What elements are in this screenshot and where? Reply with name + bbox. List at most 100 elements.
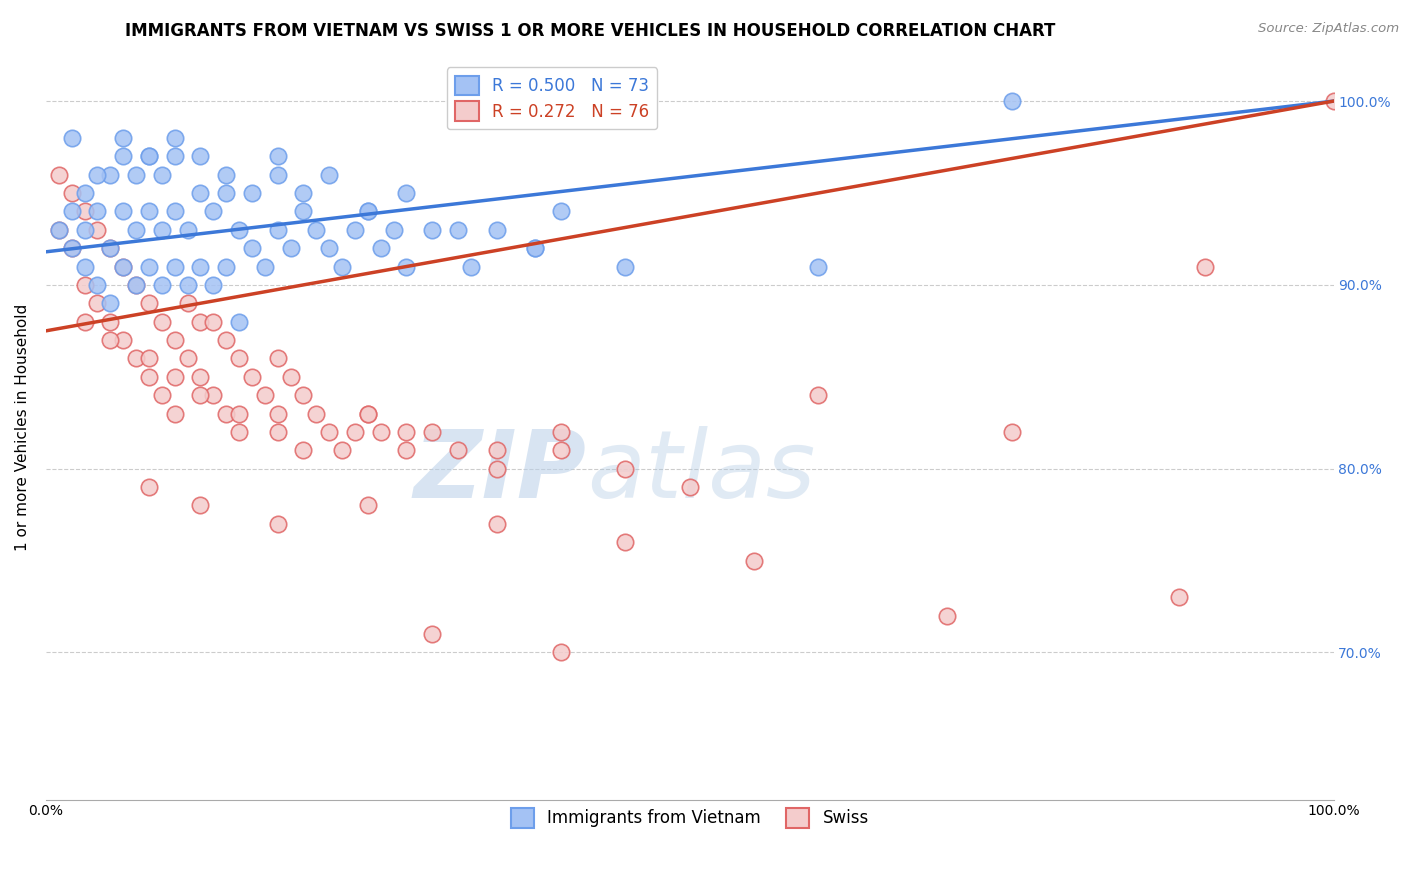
Point bbox=[176, 223, 198, 237]
Point bbox=[112, 260, 135, 274]
Point bbox=[73, 315, 96, 329]
Point bbox=[138, 149, 160, 163]
Point bbox=[267, 407, 290, 421]
Point bbox=[228, 315, 250, 329]
Point bbox=[215, 168, 238, 182]
Point bbox=[73, 223, 96, 237]
Point bbox=[267, 351, 290, 366]
Point bbox=[202, 388, 225, 402]
Y-axis label: 1 or more Vehicles in Household: 1 or more Vehicles in Household bbox=[15, 303, 30, 551]
Point bbox=[176, 351, 198, 366]
Point bbox=[190, 186, 212, 200]
Point bbox=[73, 204, 96, 219]
Point bbox=[253, 260, 276, 274]
Point bbox=[485, 223, 508, 237]
Point bbox=[112, 131, 135, 145]
Point bbox=[163, 407, 186, 421]
Point bbox=[240, 186, 263, 200]
Point bbox=[318, 241, 340, 255]
Point bbox=[305, 407, 328, 421]
Point bbox=[550, 443, 572, 458]
Point bbox=[86, 277, 108, 292]
Text: atlas: atlas bbox=[586, 426, 815, 517]
Point bbox=[215, 186, 238, 200]
Point bbox=[614, 535, 637, 549]
Point bbox=[1001, 425, 1024, 439]
Point bbox=[420, 627, 443, 641]
Point bbox=[485, 516, 508, 531]
Point bbox=[395, 443, 418, 458]
Point bbox=[150, 277, 173, 292]
Point bbox=[357, 204, 380, 219]
Point bbox=[240, 369, 263, 384]
Point bbox=[357, 499, 380, 513]
Point bbox=[253, 388, 276, 402]
Point bbox=[330, 260, 353, 274]
Point bbox=[98, 333, 121, 347]
Point bbox=[150, 315, 173, 329]
Point bbox=[228, 223, 250, 237]
Point bbox=[614, 260, 637, 274]
Point bbox=[280, 241, 302, 255]
Point bbox=[73, 186, 96, 200]
Point bbox=[98, 168, 121, 182]
Point bbox=[138, 480, 160, 494]
Point bbox=[370, 241, 392, 255]
Point bbox=[679, 480, 702, 494]
Point bbox=[395, 186, 418, 200]
Point bbox=[190, 388, 212, 402]
Point bbox=[202, 277, 225, 292]
Point bbox=[150, 388, 173, 402]
Point bbox=[98, 315, 121, 329]
Point bbox=[357, 407, 380, 421]
Point bbox=[125, 277, 148, 292]
Point bbox=[460, 260, 482, 274]
Point bbox=[267, 168, 290, 182]
Point bbox=[163, 131, 186, 145]
Point bbox=[112, 333, 135, 347]
Point bbox=[395, 260, 418, 274]
Point bbox=[807, 260, 830, 274]
Point bbox=[138, 149, 160, 163]
Point bbox=[125, 277, 148, 292]
Point bbox=[48, 168, 70, 182]
Point bbox=[228, 425, 250, 439]
Point bbox=[1168, 591, 1191, 605]
Point bbox=[163, 204, 186, 219]
Point bbox=[614, 461, 637, 475]
Point bbox=[163, 369, 186, 384]
Point bbox=[550, 645, 572, 659]
Point bbox=[280, 369, 302, 384]
Point bbox=[240, 241, 263, 255]
Point bbox=[48, 223, 70, 237]
Point bbox=[318, 168, 340, 182]
Point bbox=[1001, 94, 1024, 108]
Point bbox=[1194, 260, 1216, 274]
Point bbox=[98, 241, 121, 255]
Point bbox=[112, 260, 135, 274]
Point bbox=[138, 296, 160, 310]
Point bbox=[370, 425, 392, 439]
Point bbox=[86, 204, 108, 219]
Point bbox=[190, 149, 212, 163]
Point bbox=[267, 516, 290, 531]
Point bbox=[98, 241, 121, 255]
Point bbox=[447, 443, 470, 458]
Point bbox=[86, 296, 108, 310]
Point bbox=[305, 223, 328, 237]
Point bbox=[60, 204, 83, 219]
Point bbox=[936, 608, 959, 623]
Point bbox=[807, 388, 830, 402]
Point bbox=[292, 443, 315, 458]
Point bbox=[292, 204, 315, 219]
Point bbox=[86, 168, 108, 182]
Point bbox=[190, 369, 212, 384]
Point bbox=[292, 186, 315, 200]
Legend: Immigrants from Vietnam, Swiss: Immigrants from Vietnam, Swiss bbox=[502, 800, 877, 836]
Point bbox=[138, 369, 160, 384]
Point bbox=[343, 223, 366, 237]
Point bbox=[485, 443, 508, 458]
Point bbox=[420, 425, 443, 439]
Point bbox=[150, 223, 173, 237]
Point bbox=[382, 223, 405, 237]
